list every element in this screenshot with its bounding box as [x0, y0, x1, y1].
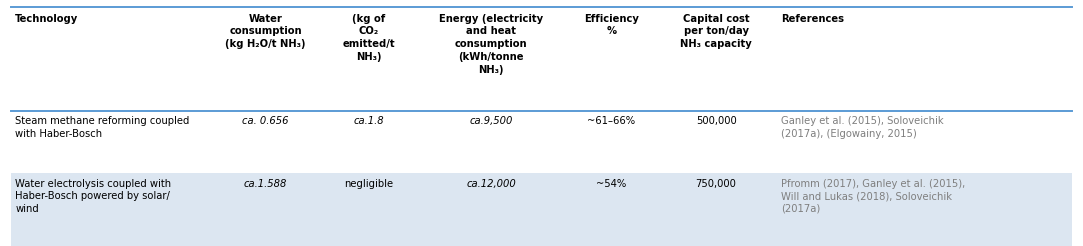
Text: Technology: Technology: [15, 14, 78, 24]
Bar: [11, 7, 1072, 111]
Text: Water electrolysis coupled with
Haber-Bosch powered by solar/
wind: Water electrolysis coupled with Haber-Bo…: [15, 179, 171, 214]
Text: ~61–66%: ~61–66%: [587, 116, 636, 126]
Text: negligible: negligible: [344, 179, 393, 189]
Text: ca.9,500: ca.9,500: [469, 116, 512, 126]
Text: ~54%: ~54%: [597, 179, 627, 189]
Bar: [11, 111, 1072, 173]
Text: Pfromm (2017), Ganley et al. (2015),
Will and Lukas (2018), Soloveichik
(2017a): Pfromm (2017), Ganley et al. (2015), Wil…: [782, 179, 966, 214]
Text: ca.12,000: ca.12,000: [466, 179, 516, 189]
Text: Efficiency
%: Efficiency %: [584, 14, 639, 36]
Text: Ganley et al. (2015), Soloveichik
(2017a), (Elgowainy, 2015): Ganley et al. (2015), Soloveichik (2017a…: [782, 116, 944, 138]
Text: ca.1.588: ca.1.588: [244, 179, 287, 189]
Text: Energy (electricity
and heat
consumption
(kWh/tonne
NH₃): Energy (electricity and heat consumption…: [439, 14, 544, 75]
Text: ca. 0.656: ca. 0.656: [243, 116, 289, 126]
Text: 750,000: 750,000: [695, 179, 736, 189]
Text: (kg of
CO₂
emitted/t
NH₃): (kg of CO₂ emitted/t NH₃): [342, 14, 395, 62]
Bar: [11, 173, 1072, 246]
Text: 500,000: 500,000: [695, 116, 736, 126]
Text: Water
consumption
(kg H₂O/t NH₃): Water consumption (kg H₂O/t NH₃): [225, 14, 305, 49]
Text: References: References: [782, 14, 845, 24]
Text: ca.1.8: ca.1.8: [354, 116, 384, 126]
Text: Capital cost
per ton/day
NH₃ capacity: Capital cost per ton/day NH₃ capacity: [680, 14, 752, 49]
Text: Steam methane reforming coupled
with Haber-Bosch: Steam methane reforming coupled with Hab…: [15, 116, 190, 138]
